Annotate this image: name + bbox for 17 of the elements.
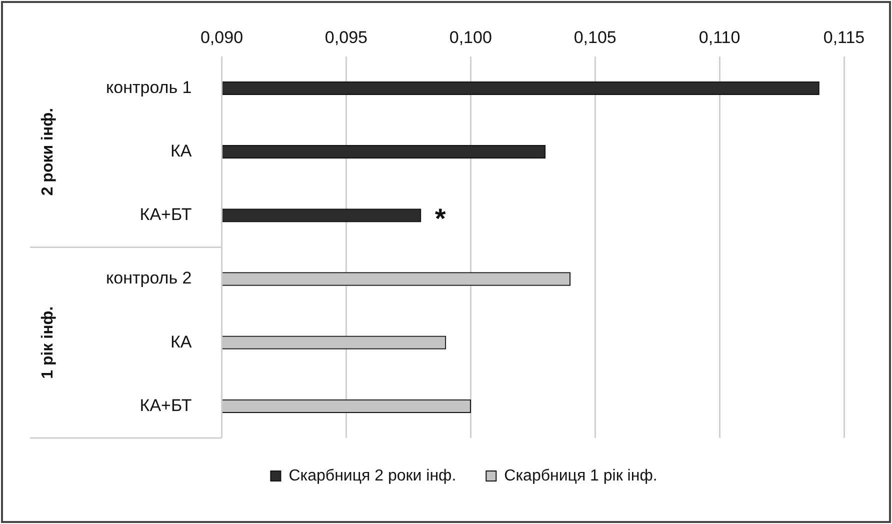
x-tick-label: 0,105 (574, 28, 616, 47)
text: 1 рік інф. (39, 306, 56, 379)
y-tick-label: КА+БТ (140, 205, 192, 224)
y-tick-label: КА (170, 332, 192, 352)
x-tick-label: 0,115 (823, 28, 865, 47)
y-tick-label: контроль 1 (106, 78, 192, 97)
annotation: * (434, 203, 446, 234)
legend-label: Скарбниця 1 рік інф. (504, 467, 658, 484)
x-tick-label: 0,100 (449, 28, 492, 47)
x-tick-label: 0,110 (698, 28, 740, 47)
text: 2 роки інф. (39, 108, 56, 196)
x-tick-label: 0,090 (200, 28, 244, 47)
x-tick-label: 0,095 (324, 28, 368, 47)
y-tick-label: КА+БТ (140, 396, 192, 415)
y-tick-label: контроль 2 (106, 268, 192, 288)
legend-label: Скарбниця 2 роки інф. (288, 467, 456, 484)
y-tick-label: КА (170, 141, 192, 160)
